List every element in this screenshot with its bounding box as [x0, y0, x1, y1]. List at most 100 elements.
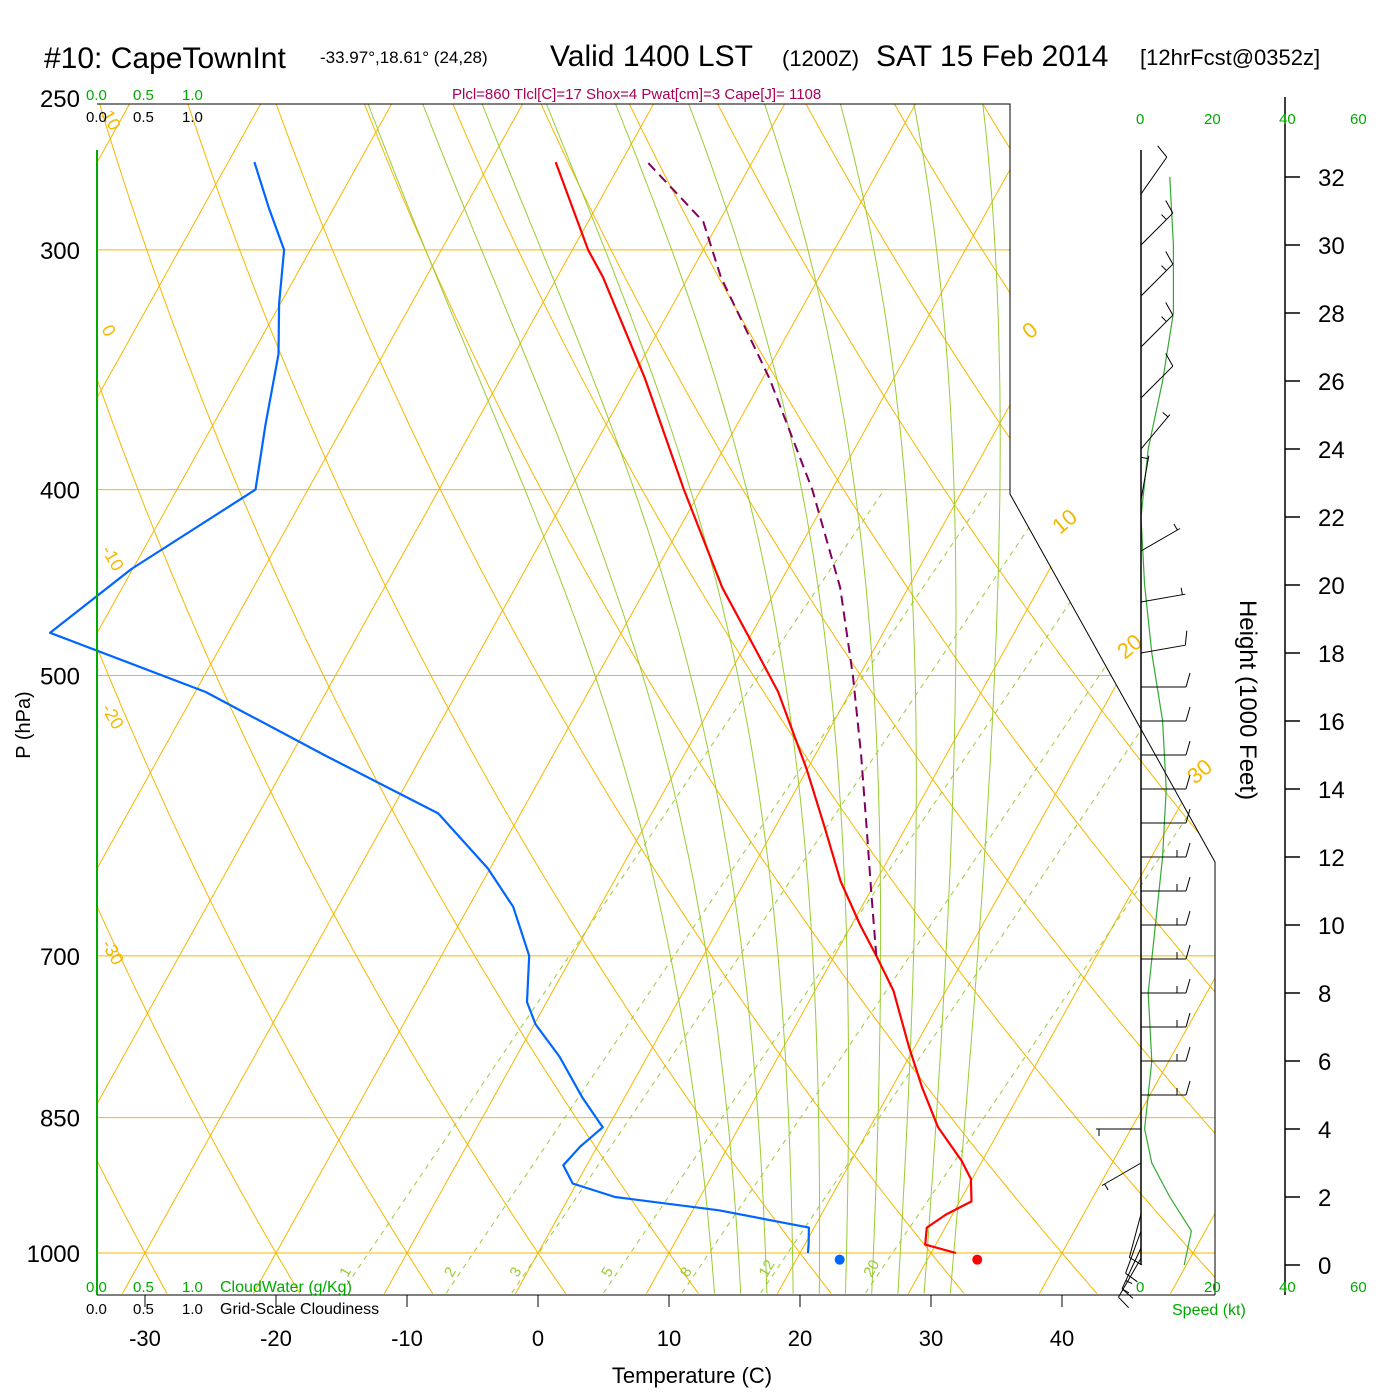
wind-barb [1140, 587, 1186, 603]
dry-adiabat-line [97, 104, 168, 1294]
height-tick-label: 18 [1318, 641, 1345, 668]
height-tick-label: 2 [1318, 1185, 1331, 1212]
moist-adiabat-line [352, 104, 715, 1294]
wind-barb [1141, 672, 1191, 688]
isotherm-line [514, 104, 1201, 1294]
speed-tick-bottom-0: 0 [1136, 1279, 1144, 1296]
wind-barb-half [1104, 1183, 1109, 1191]
isotherm-line [121, 104, 808, 1294]
cloudwater-tick-bottom-1: 0.5 [133, 1279, 154, 1296]
chart-title-station: #10: CapeTownInt [44, 42, 286, 75]
isotherm-line [97, 104, 415, 1294]
wind-barb-flag [1185, 978, 1191, 994]
y-tick-label: 700 [40, 944, 80, 971]
temperature-line [554, 161, 973, 1255]
y-axis-label: P (hPa) [13, 691, 35, 758]
isotherm-line [383, 104, 1070, 1294]
wind-barb-flag [1118, 1296, 1129, 1308]
isotherm-label: 0 [98, 321, 120, 340]
dry-adiabat-line [784, 104, 1215, 1294]
y-tick-label: 1000 [27, 1241, 80, 1268]
height-axis-label: Height (1000 Feet) [1234, 600, 1261, 800]
wind-barb-staff [1140, 314, 1174, 348]
mixing-ratio-line [603, 489, 1147, 1294]
isotherm-line [776, 104, 1215, 1294]
wind-barb [1140, 353, 1174, 399]
x-tick-label: -20 [260, 1326, 292, 1351]
wind-barb [1140, 455, 1150, 501]
moist-adiabat-line [828, 104, 917, 1294]
moist-adiabat-line [599, 104, 821, 1294]
x-axis-label: Temperature (C) [612, 1363, 772, 1388]
cloudiness-tick-bottom-2: 1.0 [182, 1301, 203, 1318]
height-tick-label: 26 [1318, 369, 1345, 396]
wind-barb [1141, 978, 1191, 994]
mixing-ratio-line [865, 489, 1215, 1294]
wind-barb-half [1125, 1280, 1133, 1285]
wind-barb [1140, 411, 1171, 450]
cloudwater-tick-top-0: 0.0 [86, 87, 107, 104]
cloudiness-label: Grid-Scale Cloudiness [220, 1301, 379, 1318]
stability-indices: Plcl=860 Tlcl[C]=17 Shox=4 Pwat[cm]=3 Ca… [452, 86, 821, 103]
dry-adiabat-line [1045, 104, 1215, 1294]
isotherm-line [97, 104, 677, 1294]
isotherm-label: -10 [98, 542, 128, 575]
height-tick-label: 24 [1318, 437, 1345, 464]
wind-barb-flag [1125, 1272, 1138, 1283]
dry-adiabat-line [348, 104, 1098, 1294]
wind-barb-half [1173, 523, 1178, 531]
mixing-ratio-label: 1 [336, 1264, 355, 1280]
moist-adiabat-line [673, 104, 849, 1294]
wind-barb-flag [1185, 808, 1191, 824]
dry-adiabat-line [97, 104, 434, 1294]
wind-barb-flag [1185, 1046, 1191, 1062]
height-tick-label: 22 [1318, 505, 1345, 532]
moist-adiabat-line [750, 104, 882, 1294]
x-tick-label: -30 [129, 1326, 161, 1351]
height-tick-label: 4 [1318, 1117, 1331, 1144]
wind-barb-staff [1140, 263, 1174, 297]
height-tick-label: 30 [1318, 233, 1345, 260]
speed-tick-top-2: 40 [1279, 111, 1296, 128]
wind-barb-staff [1118, 1257, 1142, 1298]
dry-adiabat-line [609, 104, 1215, 1294]
wind-barb-staff [1140, 528, 1181, 552]
wind-barb-flag [1184, 630, 1188, 646]
wind-barb-half [1141, 456, 1149, 460]
wind-barb-flag [1185, 774, 1191, 790]
wind-barb [1141, 1080, 1191, 1096]
moist-adiabat-line [949, 104, 1001, 1294]
wind-barb [1141, 1012, 1191, 1028]
speed-tick-bottom-3: 60 [1350, 1279, 1367, 1296]
mixing-ratio-label: 2 [441, 1264, 460, 1280]
mixing-ratio-label: 3 [507, 1264, 526, 1280]
wind-barb [1121, 1247, 1142, 1299]
wind-barb-flag [1121, 1288, 1134, 1299]
x-tick-label: 30 [919, 1326, 943, 1351]
dry-adiabat-line [0, 64, 34, 1294]
moist-adiabat-line [529, 104, 794, 1294]
cloudwater-tick-top-1: 0.5 [133, 87, 154, 104]
wind-barb-staff [1128, 1213, 1142, 1258]
isotherm-line [0, 64, 21, 1294]
dry-adiabat-line [696, 104, 1215, 1294]
height-tick-label: 16 [1318, 709, 1345, 736]
dry-adiabat-line [522, 104, 1215, 1294]
isotherm-label: -20 [98, 700, 128, 733]
chart-title-date: SAT 15 Feb 2014 [876, 40, 1108, 73]
parcel-line [646, 161, 878, 956]
wind-barb [1140, 302, 1174, 348]
height-tick-label: 12 [1318, 845, 1345, 872]
mixing-ratio-line [341, 489, 885, 1294]
wind-barb-staff [1140, 156, 1168, 195]
dewpoint-line [48, 161, 811, 1254]
dry-adiabat-line [174, 104, 832, 1294]
height-tick-label: 20 [1318, 573, 1345, 600]
height-tick-label: 8 [1318, 981, 1331, 1008]
wind-barb-staff [1140, 212, 1174, 246]
height-tick-label: 32 [1318, 165, 1345, 192]
wind-barb [1141, 740, 1191, 756]
y-tick-label: 300 [40, 238, 80, 265]
wind-barb-flag [1185, 944, 1191, 960]
